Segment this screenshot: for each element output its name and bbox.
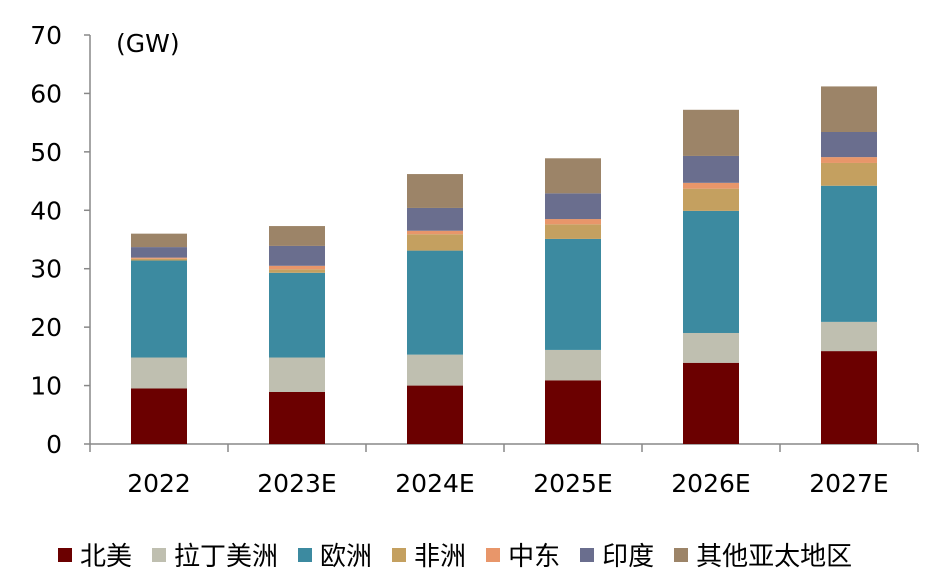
bar-segment (131, 260, 187, 358)
legend-item: 中东 (486, 536, 560, 573)
legend-item: 非洲 (392, 536, 466, 573)
bars (131, 86, 877, 444)
bar-segment (269, 357, 325, 392)
bar-segment (821, 185, 877, 322)
bar-segment (269, 265, 325, 270)
legend-swatch (152, 547, 167, 562)
bar-segment (821, 321, 877, 352)
legend-item: 拉丁美洲 (152, 536, 278, 573)
legend-item: 欧洲 (298, 536, 372, 573)
legend-item: 印度 (580, 536, 654, 573)
bar-segment (683, 210, 739, 333)
legend-label: 北美 (80, 542, 133, 572)
legend-swatch (580, 547, 595, 562)
bar-segment (269, 245, 325, 266)
bar-segment (131, 357, 187, 389)
bar-segment (545, 349, 601, 381)
legend-label: 非洲 (414, 542, 467, 572)
bar-segment (131, 388, 187, 444)
legend-label: 印度 (602, 542, 655, 572)
y-tick-label: 50 (30, 138, 62, 167)
bar-segment (407, 234, 463, 251)
bar-segment (821, 131, 877, 158)
bar-segment (407, 385, 463, 444)
bar-segment (131, 258, 187, 261)
y-tick-label: 0 (46, 430, 62, 459)
x-axis: 2022 2023E 2024E 2025E 2026E 2027E (89, 443, 919, 498)
bar-segment (821, 162, 877, 186)
x-tick-label: 2023E (257, 469, 336, 498)
legend: 北美 拉丁美洲 欧洲 非洲 中东 印度 其他亚太地区 (58, 536, 852, 573)
bar-segment (545, 193, 601, 220)
bar-segment (683, 182, 739, 189)
x-tick-label: 2024E (395, 469, 474, 498)
bar-segment (545, 158, 601, 194)
y-tick-label: 10 (30, 372, 62, 401)
bar-segment (683, 109, 739, 156)
bar-segment (131, 233, 187, 248)
bar-segment (683, 332, 739, 363)
bar-segment (131, 257, 187, 259)
bar-segment (407, 174, 463, 208)
bar-segment (545, 224, 601, 239)
y-tick-label: 40 (30, 196, 62, 225)
bar-segment (407, 354, 463, 386)
y-axis: 0 10 20 30 40 50 60 70 (30, 21, 91, 459)
bar-segment (269, 391, 325, 444)
bar-segment (545, 219, 601, 225)
bar-segment (407, 250, 463, 355)
unit-label: (GW) (116, 29, 180, 58)
bar-segment (269, 226, 325, 246)
y-tick-label: 20 (30, 313, 62, 342)
bar-segment (407, 230, 463, 235)
x-tick-label: 2026E (671, 469, 750, 498)
y-tick-label: 70 (30, 21, 62, 50)
x-tick-label: 2022 (127, 469, 191, 498)
bar-segment (683, 155, 739, 183)
legend-swatch (58, 547, 72, 562)
bar-segment (821, 86, 877, 132)
bar-segment (545, 380, 601, 444)
bar-segment (821, 351, 877, 444)
bar-segment (545, 238, 601, 350)
legend-swatch (486, 547, 501, 562)
y-tick-label: 60 (30, 79, 62, 108)
bar-segment (269, 269, 325, 273)
bar-segment (683, 362, 739, 444)
legend-swatch (674, 547, 689, 562)
legend-swatch (298, 547, 313, 562)
legend-label: 其他亚太地区 (696, 542, 853, 572)
bar-segment (407, 207, 463, 231)
bar-segment (131, 247, 187, 258)
bar-segment (269, 272, 325, 358)
legend-item: 北美 (58, 536, 132, 573)
bar-segment (821, 157, 877, 163)
legend-label: 欧洲 (320, 542, 373, 572)
legend-label: 拉丁美洲 (174, 542, 279, 572)
x-tick-label: 2025E (533, 469, 612, 498)
y-tick-label: 30 (30, 255, 62, 284)
x-tick-label: 2027E (809, 469, 888, 498)
bar-segment (683, 188, 739, 211)
legend-swatch (392, 547, 407, 562)
legend-label: 中东 (508, 542, 561, 572)
legend-item: 其他亚太地区 (674, 536, 852, 573)
